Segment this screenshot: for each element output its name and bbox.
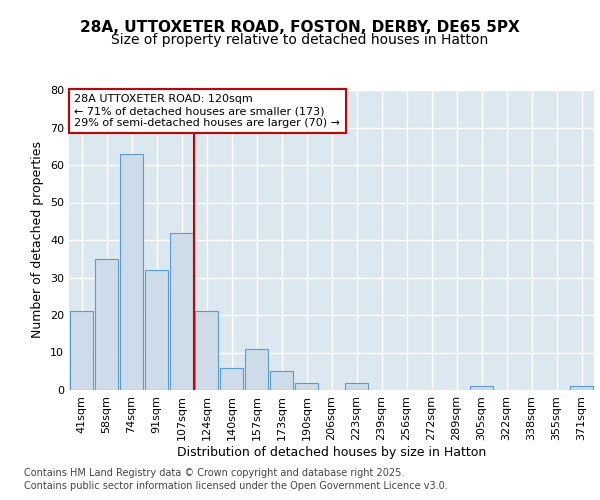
- Bar: [570, 386, 593, 390]
- Bar: [345, 382, 368, 390]
- Text: 28A UTTOXETER ROAD: 120sqm
← 71% of detached houses are smaller (173)
29% of sem: 28A UTTOXETER ROAD: 120sqm ← 71% of deta…: [74, 94, 340, 128]
- Bar: [295, 382, 318, 390]
- Y-axis label: Number of detached properties: Number of detached properties: [31, 142, 44, 338]
- Text: Contains HM Land Registry data © Crown copyright and database right 2025.: Contains HM Land Registry data © Crown c…: [24, 468, 404, 477]
- Bar: [145, 270, 168, 390]
- Bar: [170, 232, 193, 390]
- Bar: [120, 154, 143, 390]
- Bar: [195, 311, 218, 390]
- Bar: [70, 311, 93, 390]
- Text: 28A, UTTOXETER ROAD, FOSTON, DERBY, DE65 5PX: 28A, UTTOXETER ROAD, FOSTON, DERBY, DE65…: [80, 20, 520, 35]
- Bar: [270, 371, 293, 390]
- Text: Contains public sector information licensed under the Open Government Licence v3: Contains public sector information licen…: [24, 481, 448, 491]
- X-axis label: Distribution of detached houses by size in Hatton: Distribution of detached houses by size …: [177, 446, 486, 458]
- Bar: [220, 368, 243, 390]
- Bar: [245, 349, 268, 390]
- Text: Size of property relative to detached houses in Hatton: Size of property relative to detached ho…: [112, 33, 488, 47]
- Bar: [470, 386, 493, 390]
- Bar: [95, 259, 118, 390]
